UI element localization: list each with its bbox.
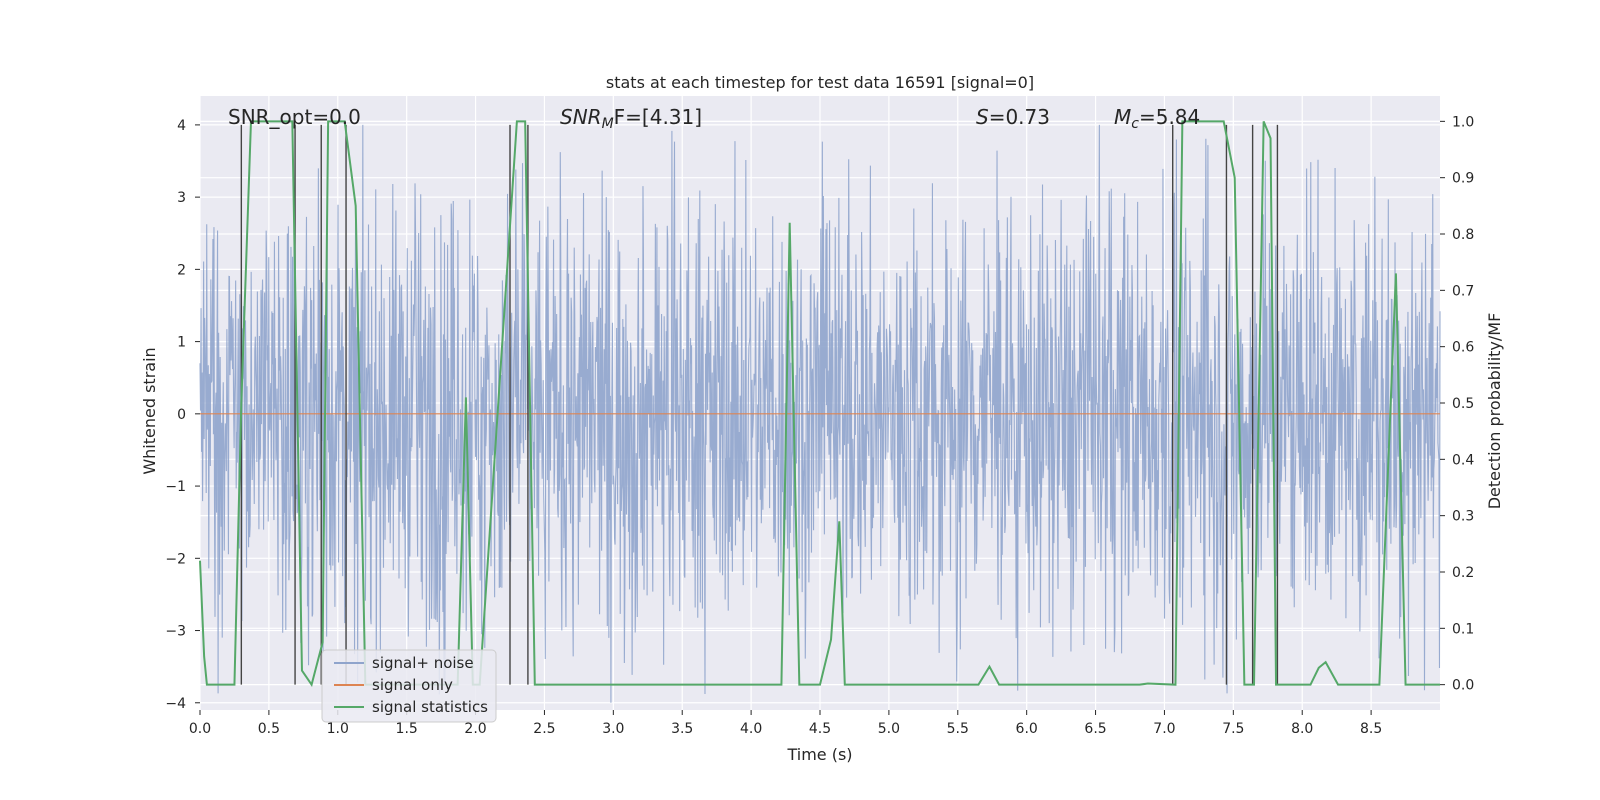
y-left-tick-label: 4 [177,118,186,134]
y-right-tick-label: 0.7 [1452,283,1474,299]
x-tick-label: 1.5 [396,721,418,737]
y-right-tick-label: 0.8 [1452,227,1474,243]
y-right-tick-label: 0.9 [1452,171,1474,187]
annotation-snr-opt: SNR_opt=0.0 [228,105,361,129]
annotation-mc: Mc=5.84 [1114,105,1200,132]
x-tick-label: 1.0 [327,721,349,737]
noise-trace [199,124,1441,703]
x-tick-label: 8.5 [1360,721,1382,737]
legend-box [321,649,497,723]
y-axis-left-label: Whitened strain [140,347,159,474]
annotation-snr-mf-name: SNR [560,105,602,129]
y-left-tick-label: 2 [177,262,186,278]
y-right-tick-label: 0.4 [1452,452,1474,468]
x-tick-label: 3.0 [602,721,624,737]
y-right-tick-label: 0.3 [1452,509,1474,525]
y-left-tick-label: −2 [165,551,186,567]
statistics-line [199,120,1440,688]
y-right-tick-label: 0.0 [1452,678,1474,694]
x-tick-label: 2.5 [533,721,555,737]
annotation-s-rest: =0.73 [989,105,1050,129]
x-tick-label: 2.0 [464,721,486,737]
y-left-tick-label: 1 [177,335,186,351]
x-tick-label: 5.5 [947,721,969,737]
x-tick-label: 8.0 [1291,721,1313,737]
x-tick-label: 7.5 [1222,721,1244,737]
annotation-mc-sub: c [1131,116,1139,132]
x-tick-label: 6.0 [1016,721,1038,737]
annotation-mc-rest: =5.84 [1139,105,1200,129]
x-axis-label: Time (s) [786,745,852,764]
y-right-tick-label: 0.2 [1452,565,1474,581]
annotation-snr-mf-rest: F=[4.31] [614,105,702,129]
legend-label-noise: signal+ noise [372,654,474,672]
x-tick-label: 0.0 [189,721,211,737]
x-tick-label: 7.0 [1153,721,1175,737]
y-right-tick-label: 0.5 [1452,396,1474,412]
annotation-snr-mf: SNRMF=[4.31] [560,105,702,132]
legend-label-signal: signal only [372,676,453,694]
annotation-s-name: S [976,105,989,129]
y-right-tick-label: 1.0 [1452,114,1474,130]
y-left-tick-label: −3 [165,624,186,640]
x-tick-label: 4.5 [809,721,831,737]
annotation-s: S=0.73 [976,105,1050,129]
event-lines [240,124,1279,685]
y-left-tick-label: −1 [165,479,186,495]
annotation-snr-mf-sub: M [602,116,614,132]
legend: signal+ noise signal only signal statist… [321,649,497,723]
annotation-mc-name: M [1114,105,1131,129]
y-left-tick-label: 3 [177,190,186,206]
series-signal-noise [199,124,1441,703]
y-right-tick-label: 0.6 [1452,340,1474,356]
x-tick-label: 3.5 [671,721,693,737]
y-right-tick-label: 0.1 [1452,621,1474,637]
x-tick-label: 0.5 [258,721,280,737]
y-axis-right-label: Detection probability/MF [1485,313,1504,510]
y-left-tick-label: −4 [165,696,186,712]
legend-label-stats: signal statistics [372,698,488,716]
x-tick-label: 6.5 [1084,721,1106,737]
chart-title: stats at each timestep for test data 165… [606,73,1034,92]
y-left-tick-label: 0 [177,407,186,423]
y-axis-left-ticks: −4 −3 −2 −1 0 1 2 3 4 [165,118,200,712]
x-tick-label: 4.0 [740,721,762,737]
series-signal-statistics [199,120,1440,688]
x-tick-label: 5.0 [878,721,900,737]
y-axis-right-ticks: 0.0 0.1 0.2 0.3 0.4 0.5 0.6 0.7 0.8 0.9 1.0 [1440,114,1474,694]
x-axis-ticks: 0.0 0.5 1.0 1.5 2.0 2.5 3.0 3.5 4.0 4.5 5.0 5.5 6.0 6… [189,710,1382,737]
